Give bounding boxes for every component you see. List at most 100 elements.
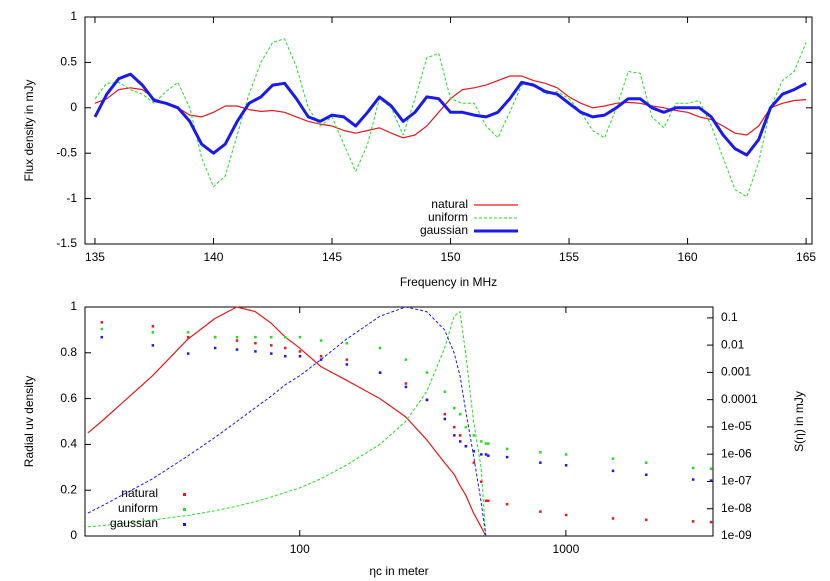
data-point (691, 466, 695, 470)
data-point (345, 363, 349, 366)
data-point (213, 335, 217, 339)
x-tick-label: 155 (559, 250, 579, 264)
legend-label: gaussian (420, 223, 468, 237)
data-point (484, 499, 488, 503)
legend-label: natural (431, 197, 468, 211)
data-point (151, 325, 155, 328)
y-tick-label: 1 (70, 9, 77, 23)
data-point (487, 442, 490, 445)
data-point (186, 335, 190, 339)
data-point (283, 335, 287, 339)
data-point (564, 464, 568, 467)
data-point (100, 335, 104, 339)
data-point (319, 339, 323, 342)
data-point (564, 453, 568, 456)
y2-tick-label: 0.01 (721, 337, 745, 351)
y-tick-label: 0.5 (60, 55, 77, 69)
data-point (611, 469, 615, 473)
data-point (611, 517, 615, 520)
data-point (443, 412, 447, 416)
data-point (151, 344, 155, 347)
y2-tick-label: 0.1 (721, 310, 738, 324)
legend-label: gaussian (110, 516, 158, 530)
y2-tick-label: 1e-08 (721, 501, 752, 515)
data-point (691, 520, 695, 523)
x-tick-label: 165 (796, 250, 816, 264)
legend-label: uniform (118, 501, 158, 515)
data-point (319, 354, 323, 358)
y-tick-label: -1 (66, 191, 77, 205)
plot-frame (84, 16, 813, 245)
data-point (480, 480, 483, 483)
y-axis-label: Radial uv density (22, 376, 36, 467)
data-point (458, 434, 462, 437)
data-point (235, 348, 239, 351)
data-point (464, 444, 468, 448)
data-point (505, 447, 509, 451)
y2-axis-label: S(η) in mJy (792, 391, 806, 452)
data-point (443, 390, 447, 393)
data-point (270, 352, 273, 355)
y-tick-label: 0.6 (60, 391, 77, 405)
data-point (505, 455, 509, 459)
data-point (100, 321, 104, 324)
data-point (480, 453, 483, 456)
data-point (270, 344, 273, 347)
data-point (487, 454, 490, 457)
data-point (458, 440, 462, 443)
legend-symbol (183, 523, 186, 526)
x-tick-label: 150 (440, 250, 460, 264)
data-point (453, 434, 456, 437)
y-tick-label: 0.2 (60, 482, 77, 496)
data-point (484, 442, 488, 445)
y-tick-label: -0.5 (56, 145, 77, 159)
data-point (345, 358, 349, 361)
series-line (87, 306, 487, 537)
x-tick-label: 160 (678, 250, 698, 264)
data-point (453, 425, 456, 429)
data-point (404, 358, 408, 361)
data-point (186, 331, 190, 334)
y-tick-label: 0 (70, 528, 77, 542)
x-tick-label: 145 (322, 250, 342, 264)
y-tick-label: -1.5 (56, 236, 77, 250)
series-line (87, 311, 487, 537)
data-point (254, 350, 257, 353)
data-point (458, 412, 462, 416)
data-point (472, 450, 476, 453)
y-tick-label: 0.8 (60, 345, 77, 359)
data-point (186, 352, 190, 355)
data-point (235, 339, 239, 342)
data-point (378, 371, 382, 374)
data-point (472, 461, 476, 464)
y-axis-label: Flux density in mJy (22, 79, 36, 181)
data-point (564, 513, 568, 517)
data-point (505, 502, 509, 506)
legend-symbol (183, 493, 186, 496)
data-point (484, 453, 488, 456)
y-tick-label: 0 (70, 100, 77, 114)
data-point (404, 385, 408, 389)
data-point (378, 346, 382, 350)
x-tick-label: 100 (290, 542, 310, 556)
data-point (709, 520, 713, 524)
y2-tick-label: 0.0001 (721, 392, 758, 406)
y-tick-label: 1 (70, 299, 77, 313)
data-point (298, 335, 302, 339)
data-point (645, 473, 648, 477)
data-point (487, 499, 490, 503)
data-point (464, 425, 468, 429)
data-point (539, 461, 542, 464)
data-point (480, 440, 483, 443)
x-tick-label: 140 (203, 250, 223, 264)
data-point (404, 382, 408, 385)
data-point (283, 354, 287, 358)
plot-frame (84, 306, 714, 537)
x-tick-label: 1000 (553, 542, 580, 556)
legend-label: uniform (428, 210, 468, 224)
data-point (453, 406, 456, 410)
data-point (100, 327, 104, 331)
data-point (151, 331, 155, 334)
